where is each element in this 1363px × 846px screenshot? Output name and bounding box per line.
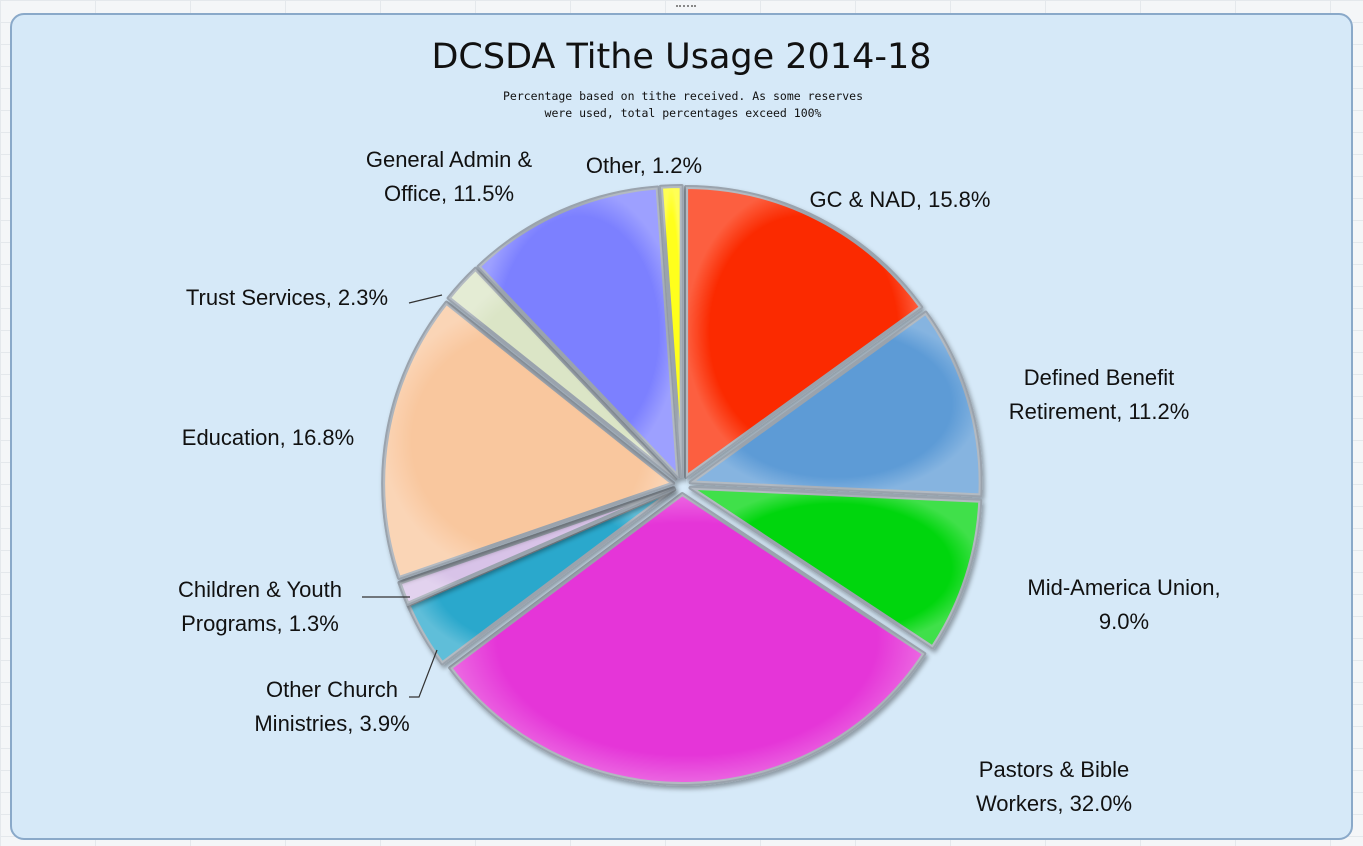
pie-slice-highlight xyxy=(408,489,675,664)
chart-title: DCSDA Tithe Usage 2014-18 xyxy=(431,37,932,77)
pie-label-education: Education, 16.8% xyxy=(182,425,354,450)
pie-slice-highlight xyxy=(690,312,981,496)
pie-label-gc-nad: GC & NAD, 15.8% xyxy=(810,187,991,212)
pie-slice-highlight xyxy=(383,302,674,579)
leader-line xyxy=(408,294,443,304)
pie-label-other: Other, 1.2% xyxy=(586,153,702,178)
pie-label-mid-america-union: Mid-America Union, 9.0% xyxy=(1027,575,1220,634)
pie-chart: GC & NAD, 15.8% Defined Benefit Retirement… xyxy=(178,147,1221,816)
pie-label-general-admin-office: General Admin & Office, 11.5% xyxy=(366,147,533,206)
pie-slice-highlight xyxy=(686,186,922,477)
pie-slice-highlight xyxy=(448,268,676,479)
pie-label-defined-benefit-retirement: Defined Benefit Retirement, 11.2% xyxy=(1009,365,1190,424)
resize-handle-icon[interactable] xyxy=(676,5,696,11)
pie-slice-highlight xyxy=(660,186,682,477)
pie-label-pastors-bible-workers: Pastors & Bible Workers, 32.0% xyxy=(976,757,1132,816)
pie-slice-highlight xyxy=(450,493,925,784)
chart-area[interactable]: DCSDA Tithe Usage 2014-18 Percentage bas… xyxy=(10,13,1353,840)
pie-label-children-youth-programs: Children & Youth Programs, 1.3% xyxy=(178,577,342,636)
leader-line xyxy=(409,649,438,698)
pie-slice-highlight xyxy=(399,488,674,604)
chart-subtitle: Percentage based on tithe received. As s… xyxy=(502,89,864,120)
pie-slice-highlight xyxy=(690,487,981,648)
pie-label-other-church-ministries: Other Church Ministries, 3.9% xyxy=(254,677,409,736)
pie-slice-highlight xyxy=(478,187,679,477)
pie-label-trust-services: Trust Services, 2.3% xyxy=(186,285,388,310)
